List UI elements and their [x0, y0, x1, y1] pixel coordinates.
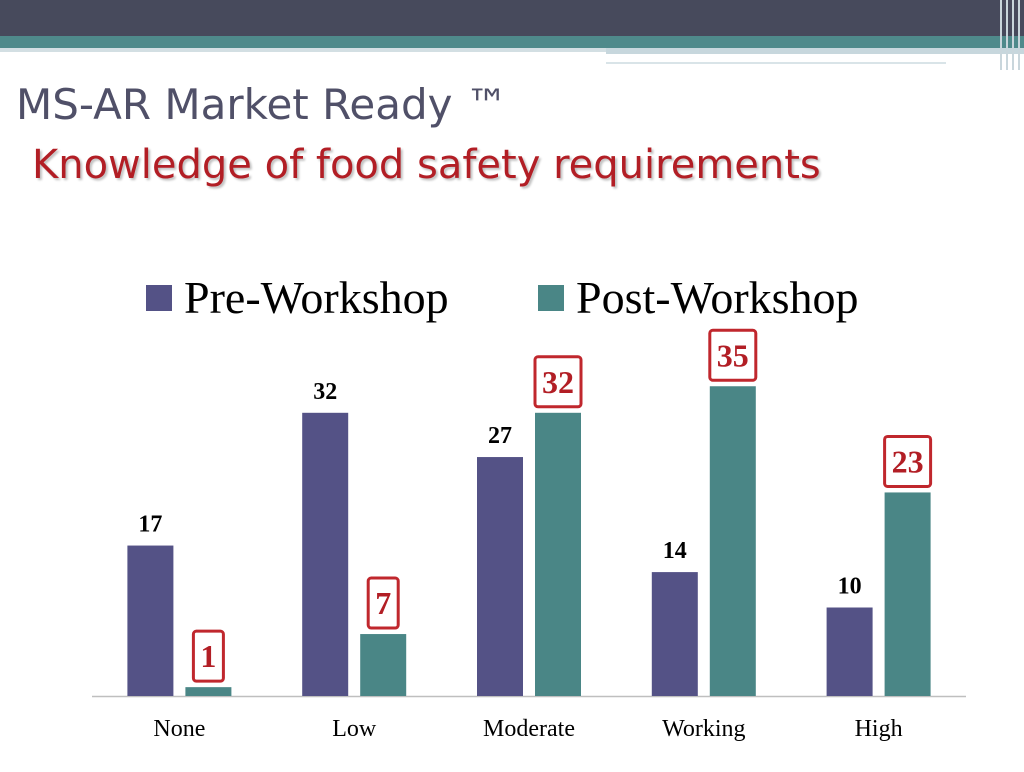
tick-label-low: Low [332, 716, 377, 742]
bar-pre-none [127, 545, 174, 696]
data-label-post-high: 23 [892, 443, 924, 479]
data-label-box-post-working [708, 328, 758, 382]
tick-label-working: Working [662, 716, 745, 742]
data-label-box-post-moderate [533, 355, 583, 409]
data-label-box-post-low [366, 576, 400, 630]
bar-pre-working [651, 572, 698, 696]
top-banner-thin-line [606, 62, 946, 64]
data-label-post-low: 7 [375, 585, 391, 621]
bar-pre-low [302, 412, 349, 696]
tick-label-moderate: Moderate [483, 716, 575, 742]
top-banner-dark [0, 0, 1024, 36]
legend-label-pre: Pre-Workshop [184, 272, 449, 323]
data-label-post-working: 35 [717, 337, 749, 373]
top-banner-light-strip-right [606, 48, 1024, 54]
bar-pre-high [826, 607, 873, 696]
corner-stripes-decoration [994, 0, 1024, 70]
bar-post-moderate [535, 412, 581, 696]
bar-post-low [360, 634, 407, 696]
top-banner-teal [0, 36, 1024, 48]
data-label-pre-moderate: 27 [488, 423, 512, 449]
data-label-pre-low: 32 [313, 379, 337, 405]
data-label-box-post-high [883, 434, 933, 488]
legend-swatch-pre [146, 285, 172, 311]
tick-label-high: High [855, 716, 903, 742]
bar-post-none [185, 687, 232, 696]
tick-label-none: None [153, 716, 205, 742]
data-label-pre-none: 17 [138, 512, 162, 538]
legend-label-post: Post-Workshop [576, 272, 859, 323]
top-banner-light-strip [0, 48, 606, 52]
data-label-pre-working: 14 [663, 538, 687, 564]
legend-swatch-post [538, 285, 564, 311]
slide-subtitle: Knowledge of food safety requirements [32, 142, 821, 188]
data-label-post-moderate: 32 [542, 364, 574, 400]
data-label-box-post-none [191, 629, 225, 683]
bar-post-high [884, 492, 931, 696]
bar-post-working [709, 386, 756, 696]
slide-title: MS-AR Market Ready ™ [16, 80, 508, 129]
bar-pre-moderate [477, 457, 523, 696]
data-label-pre-high: 10 [838, 574, 862, 600]
data-label-post-none: 1 [200, 638, 216, 674]
